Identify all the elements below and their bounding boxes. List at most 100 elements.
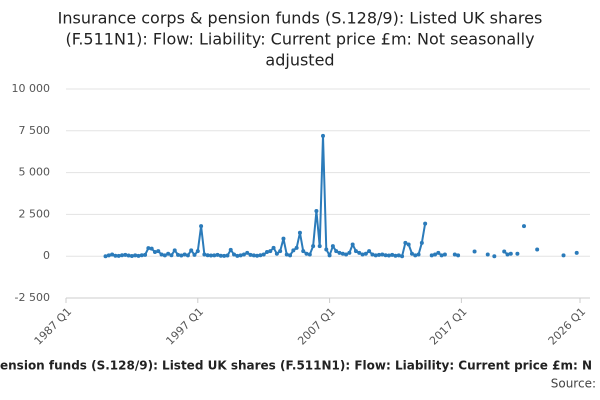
data-point	[245, 250, 250, 255]
data-point	[271, 245, 276, 250]
data-point	[189, 248, 194, 253]
data-point	[235, 253, 240, 258]
data-point	[261, 252, 266, 257]
data-point	[433, 252, 438, 257]
data-point	[327, 253, 332, 258]
y-tick-label: 5 000	[19, 166, 51, 179]
series-line	[106, 136, 577, 256]
data-point	[350, 242, 355, 247]
data-point	[146, 246, 151, 251]
data-point	[274, 251, 279, 256]
data-point	[258, 253, 263, 258]
data-point	[400, 254, 405, 259]
data-point	[113, 253, 118, 258]
data-point	[212, 253, 217, 258]
data-point	[485, 252, 490, 257]
data-point	[561, 253, 566, 258]
data-point	[380, 252, 385, 257]
data-point	[176, 252, 181, 257]
data-point	[324, 247, 329, 252]
data-point	[110, 252, 115, 257]
data-point	[149, 246, 154, 251]
data-point	[123, 252, 128, 257]
data-point	[136, 253, 141, 258]
data-point	[284, 252, 289, 257]
data-point	[337, 250, 342, 255]
data-point	[515, 251, 520, 256]
data-point	[195, 249, 200, 254]
data-point	[472, 249, 477, 254]
data-point	[152, 250, 157, 255]
data-point	[311, 244, 316, 249]
data-point	[202, 252, 207, 257]
data-point	[268, 249, 273, 254]
data-point	[301, 249, 306, 254]
data-point	[353, 249, 358, 254]
data-point	[179, 253, 184, 258]
data-point	[159, 252, 164, 257]
data-point	[360, 252, 365, 257]
x-tick-label: 2007 Q1	[295, 305, 338, 348]
data-point	[429, 253, 434, 258]
y-tick-label: 10 000	[12, 82, 51, 95]
data-point	[139, 253, 144, 258]
data-point	[241, 252, 246, 257]
data-point	[215, 252, 220, 257]
data-point	[373, 253, 378, 258]
y-tick-label: 2 500	[19, 207, 51, 220]
data-point	[505, 252, 510, 257]
data-point	[436, 250, 441, 255]
data-point	[423, 221, 428, 226]
data-point	[162, 253, 167, 258]
data-point	[383, 253, 388, 258]
data-point	[218, 253, 223, 258]
data-point	[363, 251, 368, 256]
data-point	[281, 236, 286, 241]
data-point	[406, 242, 411, 247]
x-axis-title: ension funds (S.128/9): Listed UK shares…	[0, 359, 592, 373]
data-point	[182, 252, 187, 257]
data-point	[255, 253, 260, 258]
data-point	[103, 254, 108, 259]
data-point	[409, 251, 414, 256]
data-point	[143, 252, 148, 257]
data-point	[205, 253, 210, 258]
data-point	[222, 253, 227, 258]
data-point	[321, 133, 325, 138]
data-point	[492, 254, 497, 259]
chart-title: Insurance corps & pension funds (S.128/9…	[58, 9, 543, 28]
data-point	[166, 251, 171, 256]
data-point	[442, 252, 447, 257]
x-tick-label: 1997 Q1	[164, 305, 207, 348]
data-point	[126, 253, 131, 258]
data-point	[456, 253, 461, 258]
x-tick-label: 2026 Q1	[546, 305, 589, 348]
data-point	[502, 249, 507, 254]
data-point	[413, 253, 418, 258]
data-point	[156, 249, 161, 254]
data-point	[386, 253, 391, 258]
x-tick-label: 2017 Q1	[427, 305, 470, 348]
chart-title: adjusted	[265, 51, 334, 70]
y-tick-label: -2 500	[15, 291, 50, 304]
data-point	[439, 253, 444, 258]
data-point	[278, 249, 283, 254]
data-point	[169, 253, 174, 258]
data-point	[116, 253, 121, 258]
data-point	[291, 248, 296, 253]
data-point	[574, 250, 579, 255]
y-tick-label: 7 500	[19, 124, 51, 137]
data-point	[106, 253, 111, 258]
data-point	[370, 252, 375, 257]
chart-title: (F.511N1): Flow: Liability: Current pric…	[65, 30, 534, 49]
data-point	[347, 250, 352, 255]
data-point	[367, 249, 372, 254]
data-point	[288, 253, 293, 258]
data-point	[317, 244, 322, 249]
data-point	[225, 253, 230, 258]
data-point	[172, 248, 177, 253]
data-point	[199, 224, 204, 229]
data-point	[238, 253, 243, 258]
